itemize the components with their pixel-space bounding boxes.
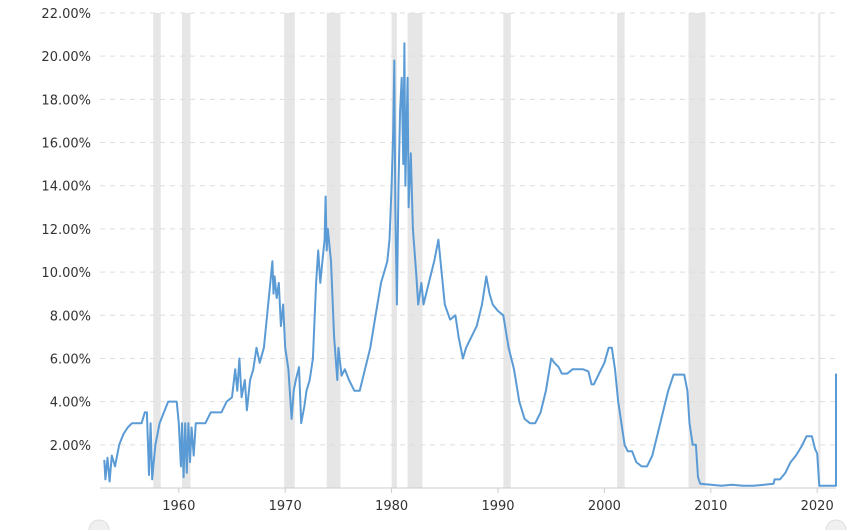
recession-band-4 [391, 13, 397, 488]
series [103, 42, 837, 487]
recession-band-8 [688, 13, 706, 488]
scroll-handle-right[interactable] [825, 519, 847, 530]
y-tick-label: 12.00% [41, 223, 91, 238]
y-axis: 2.00% 4.00% 6.00% 8.00% 10.00% 12.00% 14.00% 16… [41, 7, 91, 454]
y-tick-label: 18.00% [41, 93, 91, 108]
recession-bands [153, 13, 821, 488]
grid-lines [100, 12, 836, 446]
recession-band-3 [326, 13, 341, 488]
recession-band-7 [617, 13, 625, 488]
recession-band-9 [818, 13, 821, 488]
recession-band-0 [153, 13, 161, 488]
y-tick-label: 22.00% [41, 7, 91, 22]
y-tick-label: 8.00% [50, 309, 91, 324]
x-tick-label: 2020 [801, 499, 834, 514]
y-tick-label: 4.00% [50, 396, 91, 411]
y-tick-label: 14.00% [41, 180, 91, 195]
y-tick-label: 2.00% [50, 439, 91, 454]
x-tick-label: 1970 [269, 499, 302, 514]
x-tick-label: 1980 [375, 499, 408, 514]
scroll-handle-left[interactable] [88, 519, 110, 530]
x-tick-label: 2010 [694, 499, 727, 514]
y-tick-label: 6.00% [50, 352, 91, 367]
recession-band-6 [503, 13, 511, 488]
x-axis: 1960 1970 1980 1990 2000 2010 2020 [162, 488, 834, 514]
x-tick-label: 2000 [588, 499, 621, 514]
recession-band-1 [181, 13, 191, 488]
y-tick-label: 20.00% [41, 50, 91, 65]
series-line-0 [103, 42, 837, 487]
x-tick-label: 1960 [162, 499, 195, 514]
recession-band-2 [284, 13, 295, 488]
y-tick-label: 10.00% [41, 266, 91, 281]
x-tick-label: 1990 [481, 499, 514, 514]
y-tick-label: 16.00% [41, 137, 91, 152]
